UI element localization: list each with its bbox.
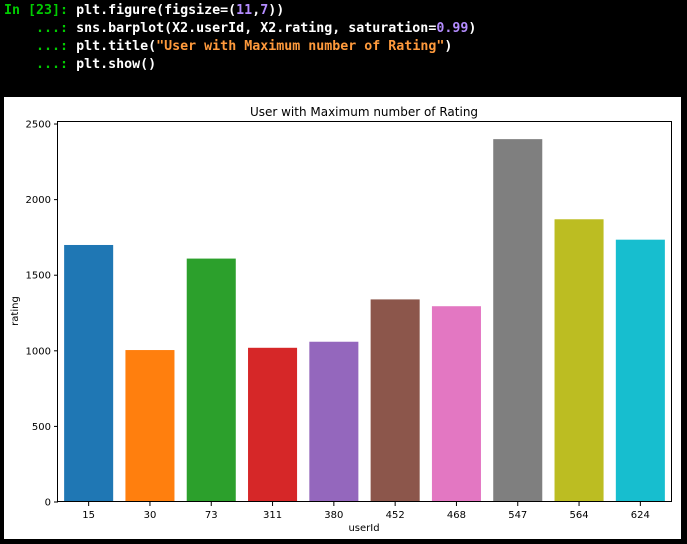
x-tick-label: 380 bbox=[324, 510, 343, 521]
continuation-prompt: ...: bbox=[36, 21, 69, 36]
bar-73 bbox=[186, 258, 236, 502]
console-output: In [23]: plt.figure(figsize=(11,7)) ...:… bbox=[0, 0, 687, 95]
y-tick-label: 2500 bbox=[26, 120, 51, 131]
continuation-prompt: ...: bbox=[36, 57, 69, 72]
x-tick-label: 30 bbox=[144, 510, 157, 521]
y-tick-label: 1500 bbox=[26, 271, 51, 282]
bar-30 bbox=[125, 350, 175, 502]
y-tick-label: 0 bbox=[45, 498, 51, 509]
bar-547 bbox=[493, 139, 543, 502]
y-tick-label: 1000 bbox=[26, 346, 51, 357]
y-tick-label: 2000 bbox=[26, 195, 51, 206]
input-prompt: In [23]: bbox=[4, 3, 69, 18]
x-axis: 15 30 73 311 380 452 468 547 564 624 bbox=[82, 502, 650, 521]
bar-15 bbox=[64, 244, 114, 503]
code-line-2: ...: sns.barplot(X2.userId, X2.rating, s… bbox=[36, 21, 477, 36]
x-tick-label: 624 bbox=[631, 510, 650, 521]
x-tick-label: 564 bbox=[570, 510, 589, 521]
x-tick-label: 452 bbox=[386, 510, 405, 521]
code-line-4: ...: plt.show() bbox=[36, 57, 157, 72]
x-tick-label: 311 bbox=[263, 510, 282, 521]
bars-group bbox=[64, 139, 665, 503]
x-axis-label: userId bbox=[348, 523, 379, 534]
y-tick-label: 500 bbox=[32, 422, 51, 433]
y-axis-label: rating bbox=[10, 296, 21, 326]
bar-311 bbox=[248, 347, 298, 502]
code-line-1: In [23]: plt.figure(figsize=(11,7)) bbox=[4, 3, 285, 18]
bar-564 bbox=[554, 219, 604, 502]
bar-380 bbox=[309, 341, 359, 502]
continuation-prompt: ...: bbox=[36, 39, 69, 54]
plot-frame bbox=[57, 121, 672, 502]
bar-chart: User with Maximum number of Rating 0 500 1… bbox=[10, 105, 672, 534]
chart-title: User with Maximum number of Rating bbox=[250, 105, 478, 119]
x-tick-label: 468 bbox=[447, 510, 466, 521]
x-tick-label: 15 bbox=[82, 510, 95, 521]
bar-468 bbox=[431, 306, 481, 502]
bar-452 bbox=[370, 299, 420, 502]
x-tick-label: 73 bbox=[205, 510, 218, 521]
code-line-3: ...: plt.title("User with Maximum number… bbox=[36, 39, 453, 54]
bar-624 bbox=[615, 239, 665, 502]
y-axis: 0 500 1000 1500 2000 2500 bbox=[26, 120, 58, 509]
figure-output: User with Maximum number of Rating 0 500 1… bbox=[4, 97, 681, 539]
x-tick-label: 547 bbox=[508, 510, 527, 521]
